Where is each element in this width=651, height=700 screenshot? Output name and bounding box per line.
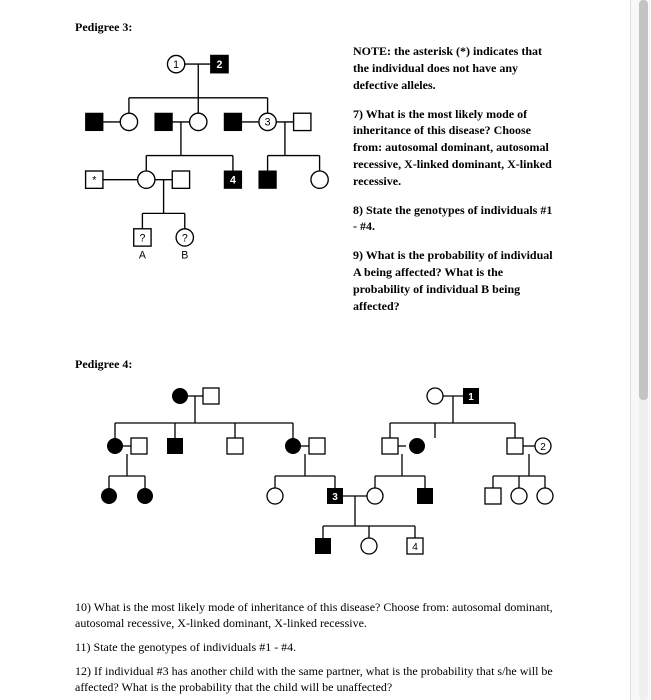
pedigree4-diagram: 3 1 2 xyxy=(75,381,555,591)
svg-text:3: 3 xyxy=(332,492,338,503)
svg-text:1: 1 xyxy=(468,392,474,403)
svg-text:3: 3 xyxy=(265,117,271,129)
note-text: NOTE: the asterisk (*) indicates that th… xyxy=(353,43,555,93)
svg-text:B: B xyxy=(181,250,188,262)
scrollbar-thumb[interactable] xyxy=(639,0,648,400)
q10-text: 10) What is the most likely mode of inhe… xyxy=(75,599,555,631)
svg-text:2: 2 xyxy=(216,59,222,71)
page-content: Pedigree 3: xyxy=(0,0,630,700)
q7-text: 7) What is the most likely mode of inher… xyxy=(353,106,555,190)
svg-text:4: 4 xyxy=(412,542,418,553)
svg-text:?: ? xyxy=(139,232,145,244)
q12-text: 12) If individual #3 has another child w… xyxy=(75,663,555,695)
pedigree4-title: Pedigree 4: xyxy=(75,356,555,372)
svg-text:?: ? xyxy=(182,232,188,244)
svg-text:2: 2 xyxy=(540,442,546,453)
q9-text: 9) What is the probability of individual… xyxy=(353,247,555,314)
svg-text:1: 1 xyxy=(173,59,179,71)
pedigree3-section: 1 2 3 * 4 ? A ? xyxy=(75,43,555,326)
svg-text:*: * xyxy=(92,175,96,187)
q8-text: 8) State the genotypes of individuals #1… xyxy=(353,202,555,236)
scrollbar[interactable] xyxy=(630,0,651,700)
pedigree3-questions: NOTE: the asterisk (*) indicates that th… xyxy=(353,43,555,326)
q11-text: 11) State the genotypes of individuals #… xyxy=(75,639,555,655)
svg-text:A: A xyxy=(139,250,147,262)
pedigree3-title: Pedigree 3: xyxy=(75,19,555,35)
pedigree3-diagram: 1 2 3 * 4 ? A ? xyxy=(75,43,335,273)
svg-text:4: 4 xyxy=(230,175,236,187)
